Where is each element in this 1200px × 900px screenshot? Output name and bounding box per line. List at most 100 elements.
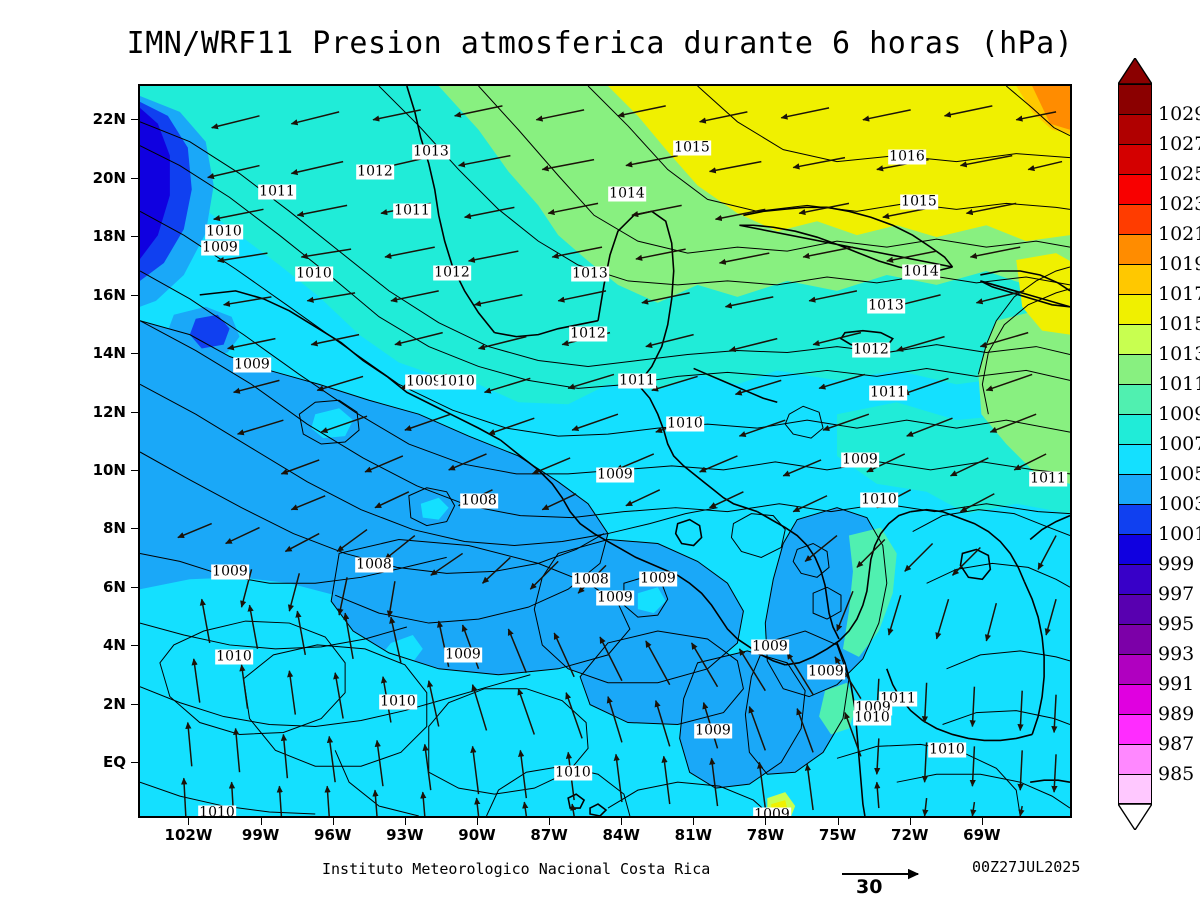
y-axis-label: 6N xyxy=(103,577,126,596)
y-axis-label: EQ xyxy=(103,753,126,772)
x-axis-label: 93W xyxy=(386,826,424,844)
colorbar-swatch xyxy=(1118,234,1152,264)
x-axis-label: 99W xyxy=(241,826,280,844)
y-axis-tick xyxy=(131,703,138,705)
contour-label: 1010 xyxy=(379,693,417,710)
colorbar-tick-label: 989 xyxy=(1158,703,1195,725)
wind-scale-value: 30 xyxy=(856,876,883,898)
y-axis-tick xyxy=(131,119,138,121)
colorbar-swatch xyxy=(1118,654,1152,684)
x-axis-label: 96W xyxy=(314,826,352,844)
x-axis-label: 81W xyxy=(674,826,713,844)
x-axis-tick xyxy=(981,818,983,825)
y-axis-tick xyxy=(131,236,138,238)
x-axis-tick xyxy=(837,818,839,825)
contour-label: 1012 xyxy=(569,325,607,342)
colorbar-swatch xyxy=(1118,504,1152,534)
contour-label: 1008 xyxy=(355,556,393,573)
colorbar-swatch xyxy=(1118,534,1152,564)
colorbar-tick-label: 1025 xyxy=(1158,163,1200,185)
institute-credit: Instituto Meteorologico Nacional Costa R… xyxy=(322,860,711,878)
y-axis-label: 4N xyxy=(103,636,126,655)
contour-label: 1009 xyxy=(807,663,845,680)
colorbar-tick-label: 987 xyxy=(1158,733,1195,755)
y-axis-label: 20N xyxy=(92,168,126,187)
contour-label: 1015 xyxy=(900,193,938,210)
y-axis-label: 8N xyxy=(103,519,126,538)
contour-label: 1010 xyxy=(666,415,704,432)
contour-label: 1009 xyxy=(405,373,443,390)
colorbar-swatch xyxy=(1118,444,1152,474)
contour-label: 1016 xyxy=(888,148,926,165)
contour-label: 1011 xyxy=(1029,470,1067,487)
x-axis-tick xyxy=(621,818,623,825)
y-axis-label: 16N xyxy=(92,285,126,304)
x-axis-tick xyxy=(188,818,190,825)
colorbar-swatch xyxy=(1118,144,1152,174)
x-axis-tick xyxy=(332,818,334,825)
colorbar-tick-label: 1013 xyxy=(1158,343,1200,365)
y-axis-tick xyxy=(131,470,138,471)
contour-label: 1010 xyxy=(198,805,236,816)
contour-label: 1008 xyxy=(460,492,498,509)
contour-label: 1008 xyxy=(572,571,610,588)
x-axis-tick xyxy=(260,818,262,825)
colorbar-swatch xyxy=(1118,684,1152,714)
x-axis-tick xyxy=(476,818,478,825)
contour-label: 1009 xyxy=(639,570,677,587)
contour-label: 1010 xyxy=(860,491,898,508)
colorbar-tick-label: 999 xyxy=(1158,553,1195,575)
y-axis-tick xyxy=(131,353,138,355)
y-axis-label: 14N xyxy=(92,344,126,363)
y-axis-label: 22N xyxy=(92,110,126,129)
contour-label: 1009 xyxy=(201,239,239,256)
colorbar-swatch xyxy=(1118,384,1152,414)
colorbar-swatch xyxy=(1118,414,1152,444)
y-axis-label: 18N xyxy=(92,227,126,246)
page-title: IMN/WRF11 Presion atmosferica durante 6 … xyxy=(126,26,1074,61)
y-axis-tick xyxy=(131,645,138,647)
y-axis-tick xyxy=(131,586,138,588)
contour-label: 1009 xyxy=(753,807,791,816)
y-axis-label: 12N xyxy=(92,402,126,421)
colorbar-tick-label: 993 xyxy=(1158,643,1195,665)
x-axis-tick xyxy=(765,818,767,825)
contour-label: 1009 xyxy=(694,722,732,739)
contour-label: 1010 xyxy=(928,741,966,758)
x-axis-label: 87W xyxy=(530,826,568,844)
contour-label: 1012 xyxy=(852,341,890,358)
colorbar-swatch xyxy=(1118,564,1152,594)
y-axis-tick xyxy=(131,411,138,413)
x-axis-tick xyxy=(693,818,695,825)
contour-label: 1010 xyxy=(295,265,333,282)
colorbar-tick-label: 995 xyxy=(1158,613,1195,635)
colorbar-tick-label: 997 xyxy=(1158,583,1195,605)
contour-label: 1011 xyxy=(258,183,296,200)
colorbar-swatch xyxy=(1118,324,1152,354)
x-axis-label: 90W xyxy=(458,826,496,844)
colorbar-swatch xyxy=(1118,354,1152,384)
colorbar-tick-label: 1009 xyxy=(1158,403,1200,425)
colorbar-tick-label: 1029 xyxy=(1158,103,1200,125)
colorbar-tick-label: 1023 xyxy=(1158,193,1200,215)
y-axis-tick xyxy=(131,762,138,764)
contour-label: 1011 xyxy=(869,384,907,401)
contour-label: 1009 xyxy=(751,638,789,655)
colorbar-swatch xyxy=(1118,594,1152,624)
contour-label: 1009 xyxy=(233,356,271,373)
contour-label: 1010 xyxy=(205,223,243,240)
colorbar-swatch xyxy=(1118,174,1152,204)
colorbar-swatch xyxy=(1118,204,1152,234)
contour-label: 1013 xyxy=(571,265,609,282)
colorbar-bottom-arrow-icon xyxy=(1118,804,1152,830)
colorbar-swatch xyxy=(1118,624,1152,654)
colorbar-swatch xyxy=(1118,774,1152,804)
colorbar-swatch xyxy=(1118,264,1152,294)
colorbar-swatch xyxy=(1118,714,1152,744)
contour-label: 1009 xyxy=(596,466,634,483)
colorbar-swatch xyxy=(1118,744,1152,774)
colorbar-swatch xyxy=(1118,474,1152,504)
colorbar-top-arrow-icon xyxy=(1118,58,1152,84)
